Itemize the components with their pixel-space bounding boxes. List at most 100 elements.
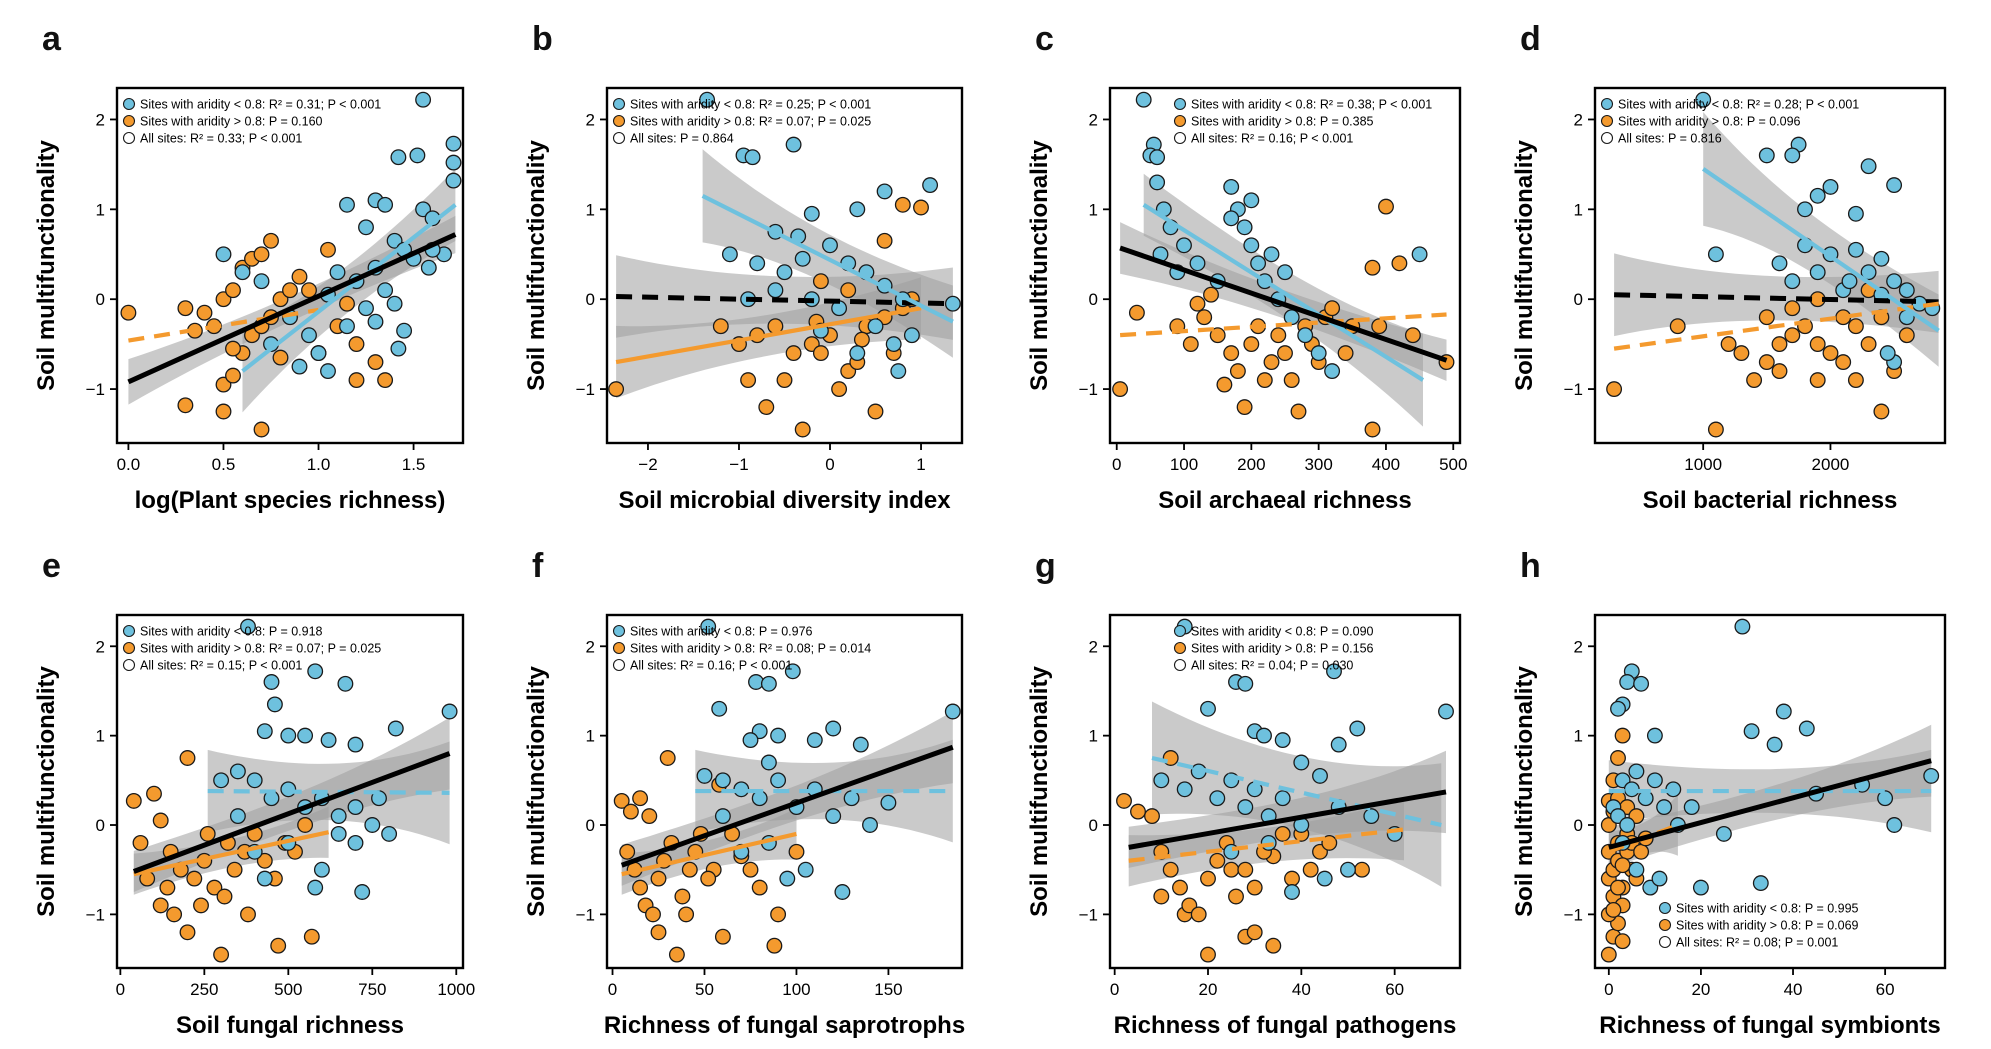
legend-entry: All sites: R² = 0.16; P < 0.001 <box>1191 132 1353 146</box>
data-point-low <box>330 808 347 825</box>
panel-d: d 1000 2000 −1 0 1 2 Soil bacterial richness Soi… <box>1511 20 1947 514</box>
data-point-low <box>409 147 426 164</box>
x-tick-label: 0 <box>825 455 834 474</box>
legend-marker-high <box>1600 114 1614 128</box>
data-point-low <box>1223 178 1240 195</box>
data-point-high <box>206 879 223 896</box>
fit-line-all <box>1119 245 1448 363</box>
y-tick-label: −1 <box>576 905 595 924</box>
data-point-low <box>396 322 413 339</box>
legend-entry: Sites with aridity < 0.8: P = 0.976 <box>630 625 813 639</box>
x-tick-label: 50 <box>695 980 714 999</box>
y-axis-title: Soil multifunctionality <box>33 140 60 391</box>
data-point-high <box>794 421 811 438</box>
legend-marker-all <box>1173 658 1187 672</box>
data-point-low <box>280 781 297 798</box>
data-point-low <box>770 727 787 744</box>
fit-line-high <box>1128 827 1405 863</box>
data-point-low <box>784 663 801 680</box>
data-point-low <box>1250 255 1267 272</box>
y-tick-label: 2 <box>96 637 105 656</box>
fit-line-high <box>621 831 797 877</box>
data-point-high <box>650 870 667 887</box>
data-point-high <box>291 268 308 285</box>
y-tick-label: 2 <box>1089 637 1098 656</box>
data-point-low <box>1798 720 1815 737</box>
data-point-high <box>1196 309 1213 326</box>
data-point-low <box>1330 736 1347 753</box>
data-point-high <box>240 906 256 923</box>
data-point-low <box>806 732 823 749</box>
data-point-high <box>622 803 639 820</box>
legend-marker-low <box>1600 97 1614 111</box>
data-point-high <box>1822 345 1839 362</box>
data-point-low <box>1340 861 1356 878</box>
data-point-high <box>650 924 667 941</box>
data-point-high <box>913 199 929 216</box>
data-point-low <box>1149 174 1166 191</box>
data-point-high <box>1190 906 1207 923</box>
data-point-high <box>1614 857 1631 874</box>
data-point-high <box>225 282 241 299</box>
data-point-high <box>1200 946 1216 963</box>
data-point-high <box>1203 286 1219 303</box>
data-point-low <box>1274 732 1291 749</box>
data-point-high <box>1809 372 1826 389</box>
data-point-high <box>1223 345 1240 362</box>
x-tick-label: 0 <box>1110 980 1119 999</box>
data-point-low <box>779 870 796 887</box>
data-point-high <box>177 300 194 317</box>
data-point-low <box>880 794 897 811</box>
data-point-low <box>1651 870 1668 887</box>
data-point-low <box>1619 817 1636 833</box>
data-point-low <box>339 318 355 335</box>
y-tick-label: −1 <box>1564 380 1583 399</box>
panel-g: g 0 20 40 60 −1 0 1 2 Richness of fungal pathogen… <box>1026 547 1462 1039</box>
data-point-low <box>256 723 273 740</box>
data-point-low <box>246 772 263 789</box>
data-point-high <box>1746 372 1763 389</box>
data-point-high <box>619 843 636 860</box>
data-point-high <box>1873 403 1890 420</box>
data-point-high <box>348 372 365 389</box>
data-point-low <box>794 250 811 267</box>
data-point-high <box>1200 870 1216 887</box>
y-tick-label: −1 <box>1079 380 1098 399</box>
data-point-high <box>831 381 848 398</box>
confidence-band-all <box>133 717 450 892</box>
data-point-high <box>1229 363 1246 380</box>
data-point-low <box>1438 703 1454 720</box>
legend-marker-low <box>1173 97 1187 111</box>
data-point-low <box>291 358 308 375</box>
data-point-high <box>253 246 270 263</box>
legend-marker-low <box>122 97 136 111</box>
data-point-high <box>1600 946 1617 963</box>
y-axis-title: Soil multifunctionality <box>1511 666 1538 917</box>
fit-line-high <box>615 306 922 365</box>
data-point-low <box>760 754 777 771</box>
legend-marker-low <box>612 97 626 111</box>
legend-marker-all <box>1173 131 1187 145</box>
x-axis-title: log(Plant species richness) <box>135 487 446 514</box>
data-point-low <box>1822 178 1839 195</box>
panel-letter: c <box>1035 20 1054 58</box>
legend-marker-all <box>122 658 136 672</box>
data-point-high <box>1209 852 1226 869</box>
data-point-low <box>1809 264 1826 281</box>
x-axis-title: Soil archaeal richness <box>1158 487 1411 514</box>
y-tick-label: 2 <box>586 110 595 129</box>
legend-marker-low <box>612 624 626 638</box>
data-point-low <box>1695 91 1712 108</box>
data-point-high <box>1606 381 1623 398</box>
data-point-low <box>876 183 893 200</box>
data-point-low <box>1326 663 1342 680</box>
panel-e: e 0 250 500 750 1000 −1 0 1 2 Soil fungal richness… <box>33 547 475 1039</box>
data-point-high <box>152 897 169 914</box>
x-tick-label: 1.5 <box>402 455 426 474</box>
legend-entry: Sites with aridity > 0.8: R² = 0.07; P =… <box>140 642 381 656</box>
data-point-high <box>867 403 884 420</box>
data-point-high <box>1246 924 1263 941</box>
data-point-low <box>849 201 866 218</box>
data-point-low <box>320 363 336 380</box>
data-point-low <box>445 135 462 152</box>
